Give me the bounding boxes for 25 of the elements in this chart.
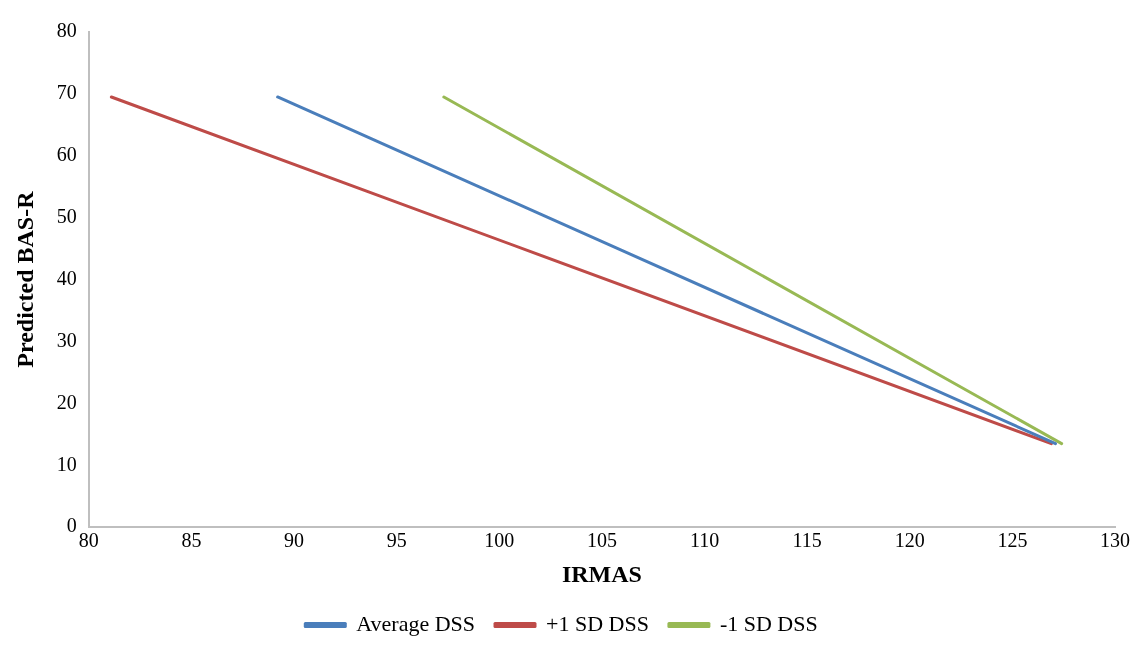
x-axis-title: IRMAS [561,560,642,587]
x-tick-label: 120 [894,529,925,552]
x-tick-label: 95 [386,529,407,552]
y-tick-label: 80 [56,19,77,42]
y-tick-label: 10 [56,452,77,475]
x-tick-label: 110 [689,529,720,552]
y-tick-label: 30 [56,328,77,351]
x-tick-label: 115 [792,529,822,552]
x-tick-label: 80 [78,529,99,552]
x-tick-label: 90 [284,529,305,552]
x-tick-label: 125 [997,529,1028,552]
legend-label: -1 SD DSS [719,610,818,636]
x-tick-label: 100 [484,529,515,552]
legend-label: +1 SD DSS [546,610,649,636]
y-axis-title: Predicted BAS-R [11,190,38,368]
y-tick-label: 0 [66,514,77,537]
y-tick-label: 40 [56,266,77,289]
legend-label: Average DSS [356,610,476,636]
y-tick-label: 60 [56,143,77,166]
y-tick-label: 50 [56,204,77,227]
x-tick-label: 130 [1100,529,1130,552]
x-tick-label: 85 [181,529,202,552]
y-tick-label: 70 [56,81,77,104]
y-tick-label: 20 [56,390,77,413]
x-tick-label: 105 [586,529,617,552]
